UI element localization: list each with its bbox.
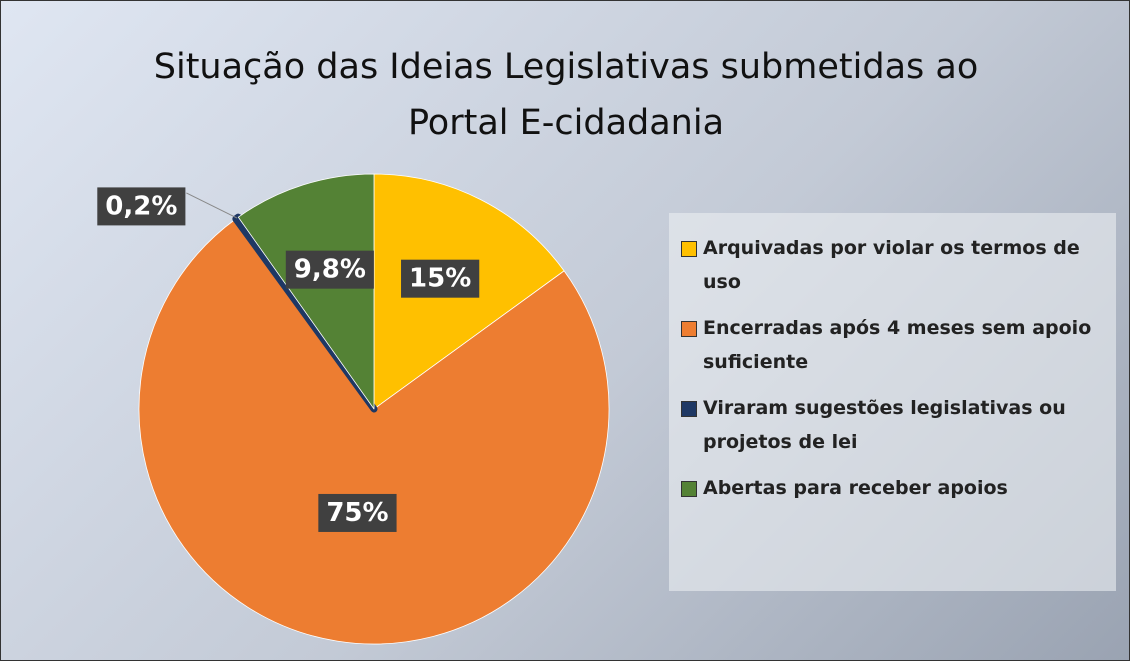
pie-slice — [138, 218, 610, 645]
legend-swatch — [681, 241, 697, 257]
legend-swatch — [681, 321, 697, 337]
legend-swatch — [681, 481, 697, 497]
legend-label: Abertas para receber apoios — [703, 477, 1008, 499]
data-label-box — [401, 259, 480, 298]
leader-line — [186, 192, 238, 219]
legend-item: Encerradas após 4 meses sem apoio sufici… — [681, 311, 1106, 379]
legend-item: Abertas para receber apoios — [681, 471, 1106, 505]
legend-label: Arquivadas por violar os termos de uso — [703, 237, 1080, 293]
legend-label: Encerradas após 4 meses sem apoio sufici… — [703, 317, 1092, 373]
data-label: 9,8% — [294, 255, 366, 285]
legend: Arquivadas por violar os termos de uso En… — [669, 213, 1116, 591]
legend-swatch — [681, 401, 697, 417]
data-label-box — [97, 187, 186, 226]
chart-title: Situação das Ideias Legislativas submeti… — [153, 47, 979, 143]
pie-slice — [237, 173, 375, 410]
legend-item: Arquivadas por violar os termos de uso — [681, 231, 1106, 299]
data-label-box — [285, 250, 374, 289]
data-label: 75% — [326, 498, 388, 528]
legend-item: Viraram sugestões legislativas ou projet… — [681, 391, 1106, 459]
legend-label: Viraram sugestões legislativas ou projet… — [703, 397, 1066, 453]
data-label-box — [318, 493, 397, 532]
data-label: 15% — [409, 264, 471, 294]
data-label: 0,2% — [105, 191, 177, 221]
